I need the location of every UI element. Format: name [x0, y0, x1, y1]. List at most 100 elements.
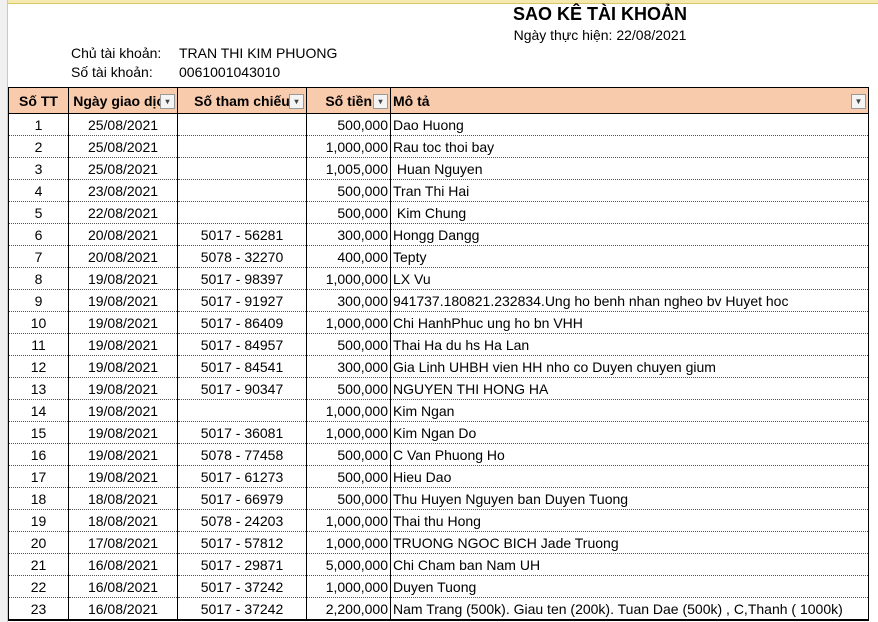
- account-value[interactable]: 0061001043010: [179, 64, 281, 80]
- cell-amount[interactable]: 1,005,000: [306, 157, 391, 180]
- cell-amount[interactable]: 1,000,000: [306, 135, 391, 158]
- cell-stt[interactable]: 14: [8, 399, 69, 422]
- cell-date[interactable]: 19/08/2021: [68, 289, 178, 312]
- cell-description[interactable]: Hongg Dangg: [390, 223, 869, 246]
- cell-reference[interactable]: 5017 - 37242: [177, 597, 307, 621]
- filter-active-icon[interactable]: ▼: [851, 94, 866, 109]
- cell-date[interactable]: 22/08/2021: [68, 201, 178, 224]
- cell-date[interactable]: 17/08/2021: [68, 531, 178, 554]
- cell-date[interactable]: 19/08/2021: [68, 355, 178, 378]
- cell-description[interactable]: C Van Phuong Ho: [390, 443, 869, 466]
- cell-stt[interactable]: 8: [8, 267, 69, 290]
- cell-reference[interactable]: [177, 135, 307, 158]
- cell-stt[interactable]: 16: [8, 443, 69, 466]
- cell-amount[interactable]: 300,000: [306, 289, 391, 312]
- cell-date[interactable]: 25/08/2021: [68, 135, 178, 158]
- cell-date[interactable]: 23/08/2021: [68, 179, 178, 202]
- cell-reference[interactable]: 5017 - 66979: [177, 487, 307, 510]
- cell-amount[interactable]: 5,000,000: [306, 553, 391, 576]
- cell-amount[interactable]: 1,000,000: [306, 399, 391, 422]
- cell-amount[interactable]: 1,000,000: [306, 509, 391, 532]
- cell-description[interactable]: Kim Chung: [390, 201, 869, 224]
- cell-description[interactable]: Thai thu Hong: [390, 509, 869, 532]
- cell-amount[interactable]: 500,000: [306, 487, 391, 510]
- cell-date[interactable]: 19/08/2021: [68, 465, 178, 488]
- column-header-stt[interactable]: Số TT: [8, 87, 69, 114]
- cell-date[interactable]: 18/08/2021: [68, 509, 178, 532]
- cell-amount[interactable]: 1,000,000: [306, 575, 391, 598]
- cell-amount[interactable]: 500,000: [306, 179, 391, 202]
- cell-reference[interactable]: 5017 - 36081: [177, 421, 307, 444]
- cell-stt[interactable]: 6: [8, 223, 69, 246]
- cell-stt[interactable]: 10: [8, 311, 69, 334]
- cell-date[interactable]: 18/08/2021: [68, 487, 178, 510]
- cell-stt[interactable]: 11: [8, 333, 69, 356]
- cell-amount[interactable]: 500,000: [306, 113, 391, 136]
- cell-description[interactable]: Duyen Tuong: [390, 575, 869, 598]
- cell-description[interactable]: Kim Ngan: [390, 399, 869, 422]
- cell-amount[interactable]: 2,200,000: [306, 597, 391, 621]
- cell-stt[interactable]: 7: [8, 245, 69, 268]
- cell-amount[interactable]: 500,000: [306, 377, 391, 400]
- cell-stt[interactable]: 22: [8, 575, 69, 598]
- cell-reference[interactable]: 5017 - 29871: [177, 553, 307, 576]
- cell-stt[interactable]: 15: [8, 421, 69, 444]
- cell-reference[interactable]: 5078 - 32270: [177, 245, 307, 268]
- cell-description[interactable]: Nam Trang (500k). Giau ten (200k). Tuan …: [390, 597, 869, 621]
- filter-dropdown-icon[interactable]: ▾: [289, 94, 304, 109]
- cell-stt[interactable]: 1: [8, 113, 69, 136]
- column-header-reference[interactable]: Số tham chiếu ▾: [177, 87, 307, 114]
- cell-reference[interactable]: [177, 157, 307, 180]
- cell-date[interactable]: 19/08/2021: [68, 311, 178, 334]
- cell-amount[interactable]: 1,000,000: [306, 531, 391, 554]
- cell-description[interactable]: Dao Huong: [390, 113, 869, 136]
- cell-date[interactable]: 19/08/2021: [68, 443, 178, 466]
- cell-description[interactable]: Gia Linh UHBH vien HH nho co Duyen chuye…: [390, 355, 869, 378]
- cell-description[interactable]: Hieu Dao: [390, 465, 869, 488]
- cell-description[interactable]: Chi Cham ban Nam UH: [390, 553, 869, 576]
- cell-stt[interactable]: 21: [8, 553, 69, 576]
- cell-reference[interactable]: [177, 201, 307, 224]
- cell-description[interactable]: Thu Huyen Nguyen ban Duyen Tuong: [390, 487, 869, 510]
- cell-date[interactable]: 25/08/2021: [68, 113, 178, 136]
- cell-reference[interactable]: [177, 179, 307, 202]
- cell-date[interactable]: 16/08/2021: [68, 597, 178, 621]
- cell-stt[interactable]: 19: [8, 509, 69, 532]
- cell-amount[interactable]: 300,000: [306, 355, 391, 378]
- cell-stt[interactable]: 2: [8, 135, 69, 158]
- cell-stt[interactable]: 5: [8, 201, 69, 224]
- cell-description[interactable]: Tepty: [390, 245, 869, 268]
- column-header-date[interactable]: Ngày giao dịch ▾: [68, 87, 178, 114]
- cell-date[interactable]: 19/08/2021: [68, 267, 178, 290]
- cell-amount[interactable]: 1,000,000: [306, 311, 391, 334]
- cell-date[interactable]: 16/08/2021: [68, 575, 178, 598]
- cell-stt[interactable]: 9: [8, 289, 69, 312]
- cell-reference[interactable]: 5017 - 37242: [177, 575, 307, 598]
- cell-reference[interactable]: 5017 - 61273: [177, 465, 307, 488]
- cell-date[interactable]: 19/08/2021: [68, 421, 178, 444]
- cell-amount[interactable]: 500,000: [306, 443, 391, 466]
- column-header-amount[interactable]: Số tiền ▾: [306, 87, 391, 114]
- cell-reference[interactable]: 5017 - 90347: [177, 377, 307, 400]
- cell-reference[interactable]: 5017 - 84957: [177, 333, 307, 356]
- cell-reference[interactable]: 5017 - 86409: [177, 311, 307, 334]
- cell-reference[interactable]: 5017 - 98397: [177, 267, 307, 290]
- cell-reference[interactable]: [177, 113, 307, 136]
- owner-value[interactable]: TRAN THI KIM PHUONG: [179, 45, 338, 61]
- filter-dropdown-icon[interactable]: ▾: [373, 94, 388, 109]
- cell-stt[interactable]: 23: [8, 597, 69, 621]
- cell-date[interactable]: 16/08/2021: [68, 553, 178, 576]
- cell-description[interactable]: Kim Ngan Do: [390, 421, 869, 444]
- cell-date[interactable]: 19/08/2021: [68, 399, 178, 422]
- cell-reference[interactable]: [177, 399, 307, 422]
- cell-reference[interactable]: 5017 - 57812: [177, 531, 307, 554]
- cell-stt[interactable]: 20: [8, 531, 69, 554]
- cell-stt[interactable]: 4: [8, 179, 69, 202]
- cell-amount[interactable]: 500,000: [306, 465, 391, 488]
- cell-description[interactable]: Tran Thi Hai: [390, 179, 869, 202]
- cell-amount[interactable]: 1,000,000: [306, 267, 391, 290]
- filter-dropdown-icon[interactable]: ▾: [160, 94, 175, 109]
- cell-date[interactable]: 20/08/2021: [68, 245, 178, 268]
- column-header-description[interactable]: Mô tả ▼: [390, 87, 869, 114]
- cell-date[interactable]: 25/08/2021: [68, 157, 178, 180]
